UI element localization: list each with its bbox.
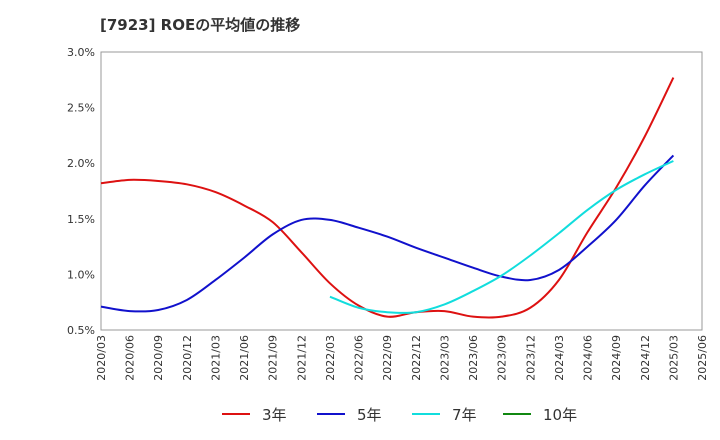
legend-item: 5年 xyxy=(317,402,382,426)
y-tick-label: 1.5% xyxy=(67,213,95,226)
chart-title: [7923] ROEの平均値の推移 xyxy=(100,16,301,34)
series-line-1 xyxy=(100,77,675,319)
legend-item: 10年 xyxy=(503,402,577,426)
axes xyxy=(100,51,703,331)
x-tick-label: 2023/09 xyxy=(496,335,509,381)
y-tick-labels: 0.5% 1.0% 1.5% 2.0% 2.5% 3.0% xyxy=(67,46,95,337)
legend-label: 5年 xyxy=(357,405,382,424)
legend-label: 10年 xyxy=(543,405,578,424)
legend-swatch xyxy=(503,413,531,415)
y-tick-label: 0.5% xyxy=(67,324,95,337)
x-tick-label: 2024/09 xyxy=(610,335,623,381)
legend: 3年 5年 7年 10年 xyxy=(0,402,720,426)
x-tick-label: 2020/06 xyxy=(124,335,137,381)
x-tick-label: 2025/06 xyxy=(696,335,709,381)
x-tick-label: 2024/06 xyxy=(582,335,595,381)
x-tick-label: 2024/12 xyxy=(639,335,652,381)
legend-swatch xyxy=(222,413,250,415)
x-tick-label: 2021/06 xyxy=(238,335,251,381)
x-tick-label: 2025/03 xyxy=(667,335,680,381)
legend-swatch xyxy=(412,413,440,415)
y-tick-label: 1.0% xyxy=(67,268,95,281)
x-tick-label: 2021/12 xyxy=(295,335,308,381)
x-tick-label: 2022/12 xyxy=(410,335,423,381)
x-tick-label: 2020/09 xyxy=(152,335,165,381)
y-tick-label: 2.5% xyxy=(67,102,95,115)
x-tick-labels: 2020/03 2020/06 2020/09 2020/12 2021/03 2021/… xyxy=(95,335,709,381)
x-tick-label: 2021/09 xyxy=(267,335,280,381)
legend-swatch xyxy=(317,413,345,415)
y-tick-label: 3.0% xyxy=(67,46,95,59)
x-tick-label: 2020/03 xyxy=(95,335,108,381)
legend-item: 3年 xyxy=(222,402,287,426)
series-line-3 xyxy=(329,160,674,314)
x-tick-label: 2020/12 xyxy=(181,335,194,381)
series-line-2 xyxy=(100,154,675,313)
x-tick-label: 2023/06 xyxy=(467,335,480,381)
plot-area xyxy=(100,51,703,331)
legend-item: 7年 xyxy=(412,402,477,426)
x-tick-label: 2022/03 xyxy=(324,335,337,381)
x-tick-label: 2023/03 xyxy=(438,335,451,381)
y-tick-label: 2.0% xyxy=(67,157,95,170)
x-tick-label: 2022/06 xyxy=(353,335,366,381)
x-tick-label: 2022/09 xyxy=(381,335,394,381)
x-tick-label: 2023/12 xyxy=(524,335,537,381)
x-tick-label: 2024/03 xyxy=(553,335,566,381)
x-tick-label: 2021/03 xyxy=(209,335,222,381)
series-lines xyxy=(100,77,675,319)
legend-label: 7年 xyxy=(452,405,477,424)
legend-label: 3年 xyxy=(262,405,287,424)
